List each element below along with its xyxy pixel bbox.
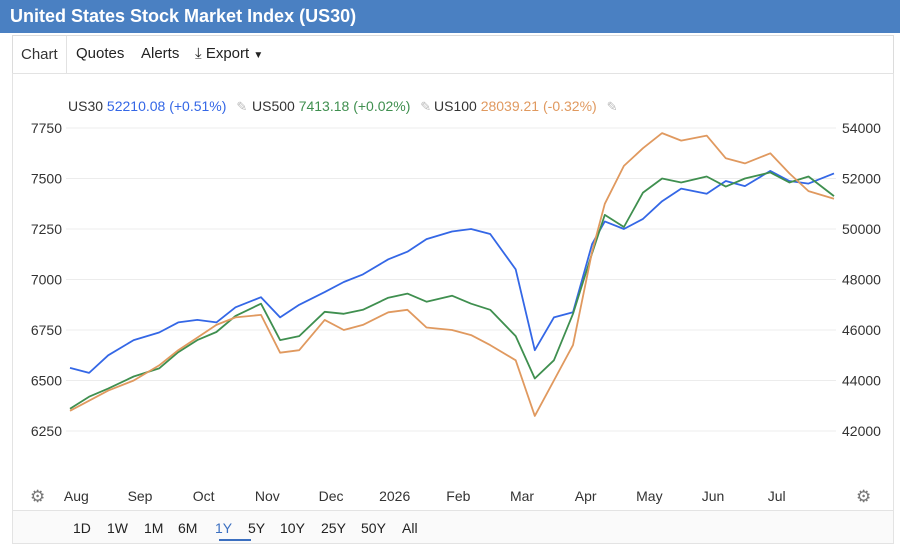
x-tick-label: May [636, 488, 662, 504]
range-1m[interactable]: 1M [144, 520, 164, 536]
x-tick-label: Aug [64, 488, 89, 504]
legend-change: (-0.32%) [543, 98, 597, 114]
range-1y[interactable]: 1Y [215, 520, 233, 536]
right-tick-label: 48000 [842, 272, 881, 288]
range-selector: 1D 1W 1M 6M 1Y 5Y 10Y 25Y 50Y All [12, 510, 894, 544]
legend-item-us500[interactable]: US500 7413.18 (+0.02%) ✎ [252, 98, 431, 115]
x-tick-label: Feb [446, 488, 470, 504]
series-line-us100 [69, 132, 835, 417]
right-tick-label: 42000 [842, 423, 881, 439]
left-tick-label: 7750 [31, 120, 62, 136]
legend-symbol: US30 [68, 98, 104, 114]
right-tick-label: 44000 [842, 373, 881, 389]
x-tick-label: Jun [702, 488, 725, 504]
legend-symbol: US500 [252, 98, 295, 114]
active-range-indicator [219, 539, 251, 541]
left-tick-label: 6750 [31, 322, 62, 338]
chart-panel [12, 73, 894, 510]
legend-item-us30[interactable]: US30 52210.08 (+0.51%) ✎ [68, 98, 247, 115]
range-10y[interactable]: 10Y [280, 520, 305, 536]
legend-change: (+0.02%) [353, 98, 411, 114]
right-tick-label: 54000 [842, 120, 881, 136]
left-tick-label: 6500 [31, 373, 62, 389]
pencil-icon[interactable]: ✎ [236, 99, 248, 114]
x-tick-label: Apr [575, 488, 597, 504]
x-tick-label: Dec [319, 488, 344, 504]
range-6m[interactable]: 6M [178, 520, 198, 536]
gear-icon[interactable]: ⚙ [856, 487, 872, 506]
series-line-us500 [69, 171, 835, 410]
export-menu[interactable]: ⤓ Export ▼ [195, 45, 263, 62]
left-tick-label: 7250 [31, 221, 62, 237]
right-tick-label: 50000 [842, 221, 881, 237]
export-label: Export [205, 45, 250, 62]
range-5y[interactable]: 5Y [248, 520, 266, 536]
legend-change: (+0.51%) [169, 98, 227, 114]
legend-item-us100[interactable]: US100 28039.21 (-0.32%) ✎ [434, 98, 617, 115]
left-tick-label: 7500 [31, 171, 62, 187]
tab-quotes[interactable]: Quotes [76, 45, 125, 62]
tab-chart[interactable]: Chart [13, 36, 67, 74]
x-tick-label: Jul [768, 488, 786, 504]
legend-symbol: US100 [434, 98, 477, 114]
x-tick-label: Oct [193, 488, 215, 504]
range-50y[interactable]: 50Y [361, 520, 386, 536]
legend-value: 52210.08 [106, 98, 166, 114]
series-line-us30 [69, 169, 835, 374]
gear-icon[interactable]: ⚙ [30, 487, 46, 506]
legend-value: 7413.18 [298, 98, 350, 114]
range-1d[interactable]: 1D [73, 520, 91, 536]
pencil-icon[interactable]: ✎ [606, 99, 618, 114]
legend-value: 28039.21 [480, 98, 540, 114]
left-tick-label: 6250 [31, 423, 62, 439]
range-all[interactable]: All [402, 520, 418, 536]
left-tick-label: 7000 [31, 272, 62, 288]
title-bar: United States Stock Market Index (US30) [0, 0, 900, 33]
right-tick-label: 46000 [842, 322, 881, 338]
x-tick-label: Sep [128, 488, 153, 504]
x-tick-label: 2026 [379, 488, 410, 504]
download-icon: ⤓ [195, 45, 202, 62]
tab-bar: Chart Quotes Alerts ⤓ Export ▼ [12, 35, 894, 74]
right-tick-label: 52000 [842, 171, 881, 187]
x-tick-label: Mar [510, 488, 534, 504]
tab-alerts[interactable]: Alerts [141, 45, 180, 62]
x-tick-label: Nov [255, 488, 280, 504]
range-1w[interactable]: 1W [107, 520, 128, 536]
pencil-icon[interactable]: ✎ [420, 99, 432, 114]
caret-down-icon: ▼ [253, 50, 264, 61]
range-25y[interactable]: 25Y [321, 520, 346, 536]
page-title: United States Stock Market Index (US30) [10, 6, 357, 26]
